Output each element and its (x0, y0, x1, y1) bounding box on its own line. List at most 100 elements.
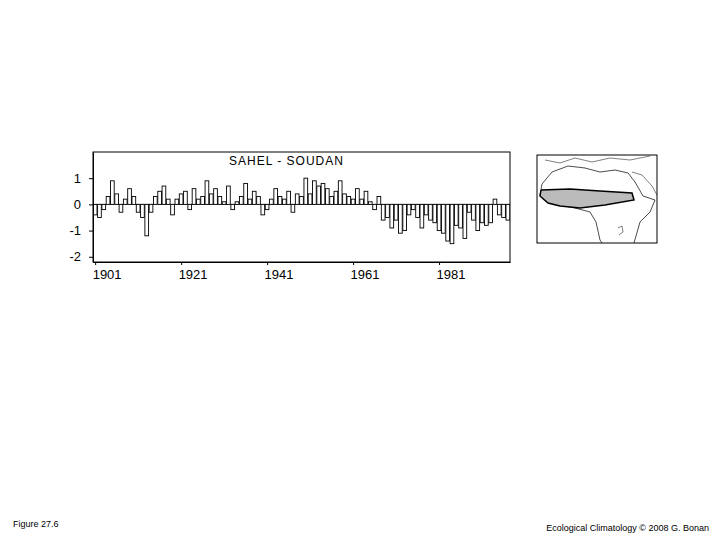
bar (257, 197, 261, 205)
y-tick: 1 (74, 171, 93, 186)
bar (235, 202, 239, 205)
bar (399, 204, 403, 233)
bar (480, 204, 484, 222)
bar (506, 204, 510, 220)
bar (239, 197, 243, 205)
y-tick-label: 0 (74, 197, 81, 212)
bar (364, 191, 368, 204)
bar (459, 204, 463, 228)
bar (98, 204, 102, 217)
bar (136, 204, 140, 212)
bar (261, 204, 265, 214)
bar (386, 204, 390, 217)
bar (184, 191, 188, 204)
bar (407, 204, 411, 214)
bar (356, 189, 360, 205)
bar (411, 204, 415, 209)
bar (351, 199, 355, 204)
bar (317, 186, 321, 204)
bar (179, 194, 183, 204)
bar (450, 204, 454, 243)
x-axis: 19011921194119611981 (93, 262, 511, 282)
bar (123, 199, 127, 204)
x-tick-mark (439, 262, 440, 265)
bar (222, 202, 226, 205)
y-tick: -1 (69, 223, 93, 238)
bar (188, 204, 192, 209)
bar (368, 202, 372, 205)
bar (205, 181, 209, 205)
bar (390, 204, 394, 228)
bar (416, 204, 420, 217)
bar (377, 197, 381, 205)
y-tick-mark (89, 178, 93, 179)
arabia-coast (632, 172, 657, 195)
bar (141, 204, 145, 217)
x-tick-label: 1981 (437, 267, 466, 282)
bar (446, 204, 450, 241)
x-tick-mark (267, 262, 268, 265)
bar (162, 186, 166, 204)
y-tick: 0 (74, 197, 93, 212)
bar (196, 199, 200, 204)
bar (119, 204, 123, 212)
y-tick-mark (89, 257, 93, 258)
bar (373, 204, 377, 209)
bar (265, 204, 269, 209)
bar (115, 194, 119, 204)
bar (502, 204, 506, 217)
bar (227, 186, 231, 204)
x-tick-mark (95, 262, 96, 265)
inset-frame (537, 155, 657, 243)
inset-map (540, 156, 657, 243)
bar (381, 204, 385, 220)
bar (437, 204, 441, 230)
bar (343, 194, 347, 204)
y-tick-mark (89, 231, 93, 232)
bar (429, 204, 433, 220)
bar (282, 199, 286, 204)
bar (248, 199, 252, 204)
x-tick: 1981 (437, 262, 466, 282)
bar (313, 181, 317, 205)
y-tick-label: 1 (74, 171, 81, 186)
plot-frame (93, 152, 510, 262)
bar (493, 199, 497, 204)
y-tick: -2 (69, 249, 93, 264)
y-tick-label: -1 (69, 223, 81, 238)
y-tick-label: -2 (69, 249, 81, 264)
bar (476, 204, 480, 230)
x-tick-label: 1901 (93, 267, 122, 282)
x-tick-mark (181, 262, 182, 265)
bar (295, 194, 299, 204)
figure-label: Figure 27.6 (13, 519, 59, 529)
x-tick: 1961 (351, 262, 380, 282)
x-axis-line (94, 262, 511, 263)
bar (300, 197, 304, 205)
bar (244, 183, 248, 204)
bar (274, 189, 278, 205)
y-axis-line (93, 153, 94, 263)
bar (497, 204, 501, 214)
bar (231, 204, 235, 209)
bar (325, 189, 329, 205)
bar (153, 197, 157, 205)
bar (252, 191, 256, 204)
copyright: Ecological Climatology © 2008 G. Bonan (546, 523, 709, 533)
x-tick-label: 1921 (179, 267, 208, 282)
x-tick: 1901 (93, 262, 122, 282)
bar (424, 204, 428, 214)
bar (338, 181, 342, 205)
bar (192, 189, 196, 205)
bar (145, 204, 149, 235)
bar (485, 204, 489, 225)
bar (287, 191, 291, 204)
bar (291, 204, 295, 212)
bar (158, 191, 162, 204)
bar (214, 189, 218, 205)
bar (467, 204, 471, 212)
bar (128, 189, 132, 205)
bar (330, 197, 334, 205)
bar (201, 197, 205, 205)
bar (454, 204, 458, 225)
